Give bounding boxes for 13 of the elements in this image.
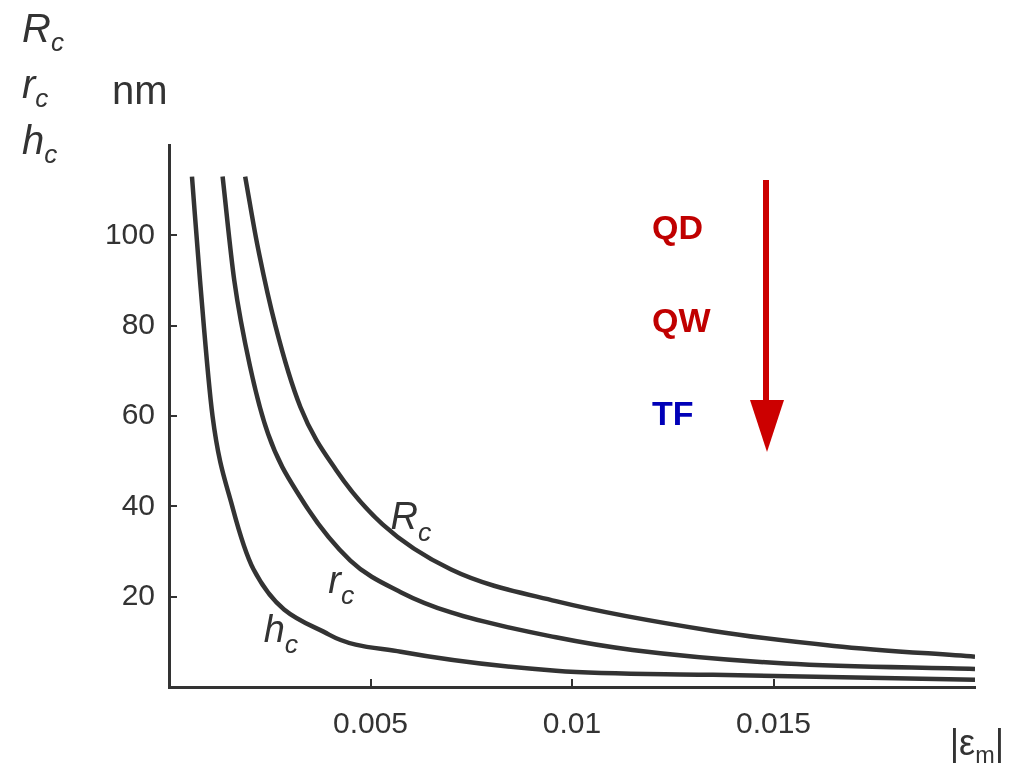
annotation: TF — [652, 394, 694, 433]
y-tick-label: 20 — [121, 577, 155, 611]
y-tick-label: 80 — [121, 306, 155, 340]
y-tick-label: 100 — [104, 216, 155, 250]
text: R$_{c}$ r$_{c}$ h$_{c}$ nm — [22, 6, 168, 169]
x-axis-title: |ε$_{m}$| — [949, 722, 1004, 770]
x-tick-label: 0.01 — [542, 706, 602, 740]
annotation: QD — [652, 208, 703, 247]
y-tick-label: 40 — [121, 487, 155, 521]
y-tick-label: 60 — [121, 397, 155, 431]
x-tick-label: 0.005 — [332, 706, 409, 740]
annotation: QW — [652, 301, 711, 340]
x-tick-label: 0.015 — [735, 706, 812, 740]
